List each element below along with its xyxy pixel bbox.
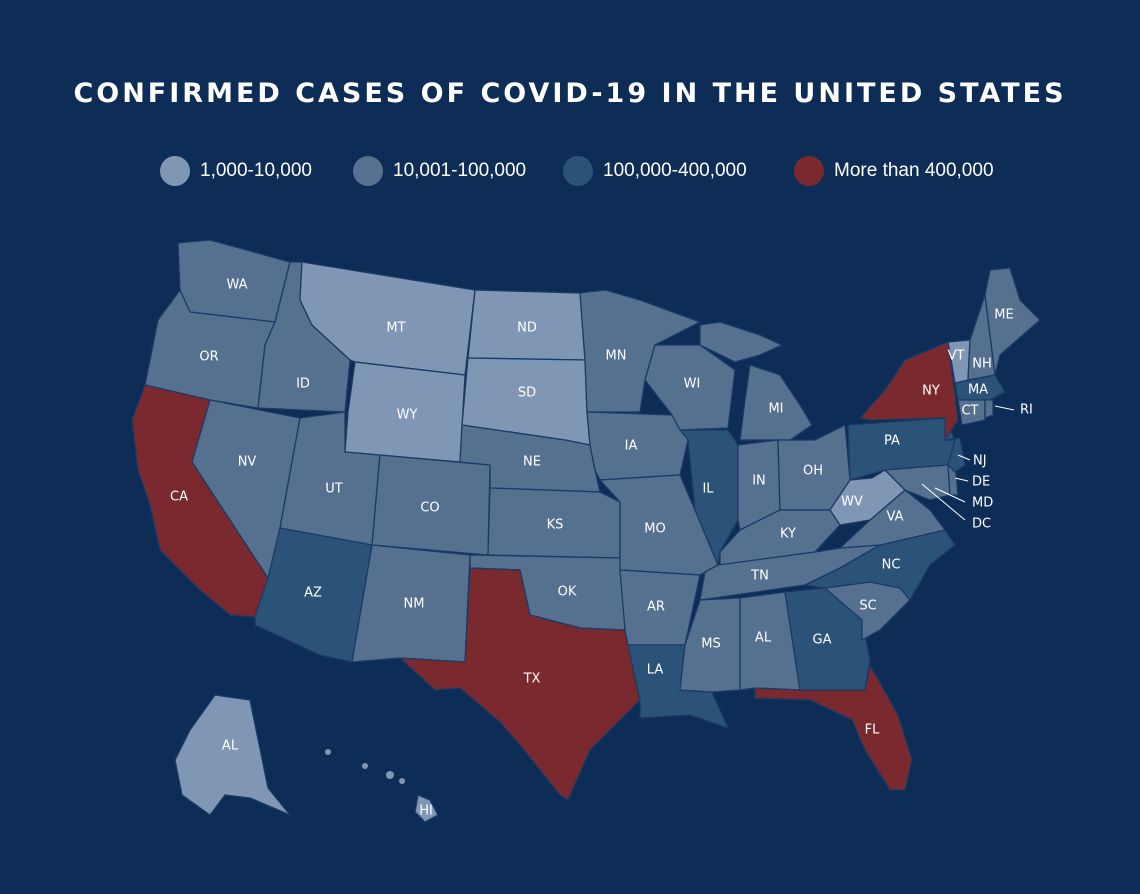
- leader-line-ri: [994, 405, 1015, 411]
- state-label-ma: MA: [968, 383, 988, 398]
- state-label-pa: PA: [884, 434, 900, 449]
- legend-item-1000-10000: 1,000-10,000: [160, 155, 312, 187]
- state-label-nm: NM: [404, 597, 425, 612]
- state-label-wy: WY: [397, 408, 418, 423]
- state-label-ca: CA: [170, 490, 188, 505]
- legend-label: More than 400,000: [834, 160, 994, 181]
- state-label-in: IN: [752, 474, 766, 489]
- state-nc[interactable]: [804, 529, 956, 601]
- state-mi-up[interactable]: [699, 321, 783, 363]
- state-label-wi: WI: [684, 377, 701, 392]
- state-label-va: VA: [887, 510, 904, 525]
- hi-island: [362, 763, 368, 769]
- state-label-ak: AL: [222, 739, 239, 754]
- legend-item-100000-400000: 100,000-400,000: [563, 155, 747, 187]
- state-wi[interactable]: [644, 344, 736, 431]
- hi-island: [386, 771, 394, 779]
- state-label-co: CO: [420, 501, 439, 516]
- state-ny[interactable]: [859, 341, 959, 441]
- state-label-oh: OH: [803, 464, 823, 479]
- state-label-ct: CT: [961, 404, 978, 419]
- leader-line-md: [934, 487, 966, 503]
- state-label-dc: DC: [972, 517, 991, 532]
- state-label-sc: SC: [859, 599, 876, 614]
- state-mi[interactable]: [739, 364, 813, 441]
- state-label-la: LA: [647, 663, 664, 678]
- leader-line-dc: [921, 483, 966, 521]
- state-label-nj: NJ: [973, 454, 987, 469]
- state-label-fl: FL: [865, 723, 880, 738]
- state-label-il: IL: [702, 482, 714, 497]
- state-label-ar: AR: [647, 600, 665, 615]
- hi-island: [325, 749, 331, 755]
- legend-swatch: [353, 156, 383, 186]
- state-label-ks: KS: [547, 518, 564, 533]
- state-nj[interactable]: [944, 437, 966, 473]
- state-label-md: MD: [972, 496, 993, 511]
- state-va[interactable]: [814, 489, 946, 553]
- state-label-ky: KY: [780, 527, 796, 542]
- legend-swatch: [794, 156, 824, 186]
- state-label-ms: MS: [701, 637, 720, 652]
- state-label-ut: UT: [325, 482, 343, 497]
- state-me[interactable]: [984, 267, 1041, 376]
- hi-island: [399, 778, 405, 784]
- state-fl[interactable]: [754, 664, 913, 791]
- legend-swatch: [160, 156, 190, 186]
- state-label-ri: RI: [1020, 403, 1033, 418]
- state-md[interactable]: [884, 464, 951, 501]
- state-ak[interactable]: [174, 694, 291, 816]
- state-label-id: ID: [296, 377, 310, 392]
- state-label-wv: WV: [841, 495, 863, 510]
- map-title: CONFIRMED CASES OF COVID-19 IN THE UNITE…: [73, 78, 1067, 109]
- state-label-ia: IA: [625, 439, 638, 454]
- state-label-tx: TX: [523, 672, 541, 687]
- state-label-ne: NE: [523, 455, 541, 470]
- state-label-al: AL: [755, 631, 772, 646]
- state-ia[interactable]: [586, 411, 689, 481]
- legend-item-more-than-400000: More than 400,000: [794, 155, 994, 187]
- state-label-de: DE: [972, 475, 990, 490]
- state-label-wa: WA: [226, 278, 247, 293]
- state-ky[interactable]: [719, 509, 841, 566]
- state-label-vt: VT: [948, 349, 965, 364]
- state-label-ny: NY: [922, 384, 940, 399]
- legend-item-10001-100000: 10,001-100,000: [353, 155, 526, 187]
- state-ma[interactable]: [954, 374, 1006, 401]
- state-hi[interactable]: [414, 794, 439, 823]
- legend-label: 1,000-10,000: [200, 160, 312, 181]
- leader-line-de: [954, 477, 969, 482]
- state-label-mn: MN: [606, 349, 627, 364]
- state-label-tn: TN: [750, 569, 769, 584]
- state-label-nv: NV: [238, 455, 257, 470]
- legend-swatch: [563, 156, 593, 186]
- state-label-nd: ND: [517, 321, 537, 336]
- leader-line-nj: [957, 454, 971, 461]
- legend-label: 100,000-400,000: [603, 160, 747, 181]
- state-label-hi: HI: [419, 804, 433, 819]
- state-label-mi: MI: [768, 402, 783, 417]
- state-ri[interactable]: [984, 399, 994, 419]
- state-tx[interactable]: [399, 567, 641, 801]
- legend-label: 10,001-100,000: [393, 160, 527, 181]
- state-label-ga: GA: [813, 633, 832, 648]
- state-label-me: ME: [994, 308, 1013, 323]
- state-label-nh: NH: [972, 357, 992, 372]
- state-label-mo: MO: [644, 522, 665, 537]
- state-label-or: OR: [199, 350, 218, 365]
- state-label-az: AZ: [304, 586, 322, 601]
- state-ct[interactable]: [957, 399, 986, 426]
- state-label-nc: NC: [882, 558, 901, 573]
- state-label-sd: SD: [518, 386, 536, 401]
- state-label-ok: OK: [558, 585, 577, 600]
- state-label-mt: MT: [386, 321, 405, 336]
